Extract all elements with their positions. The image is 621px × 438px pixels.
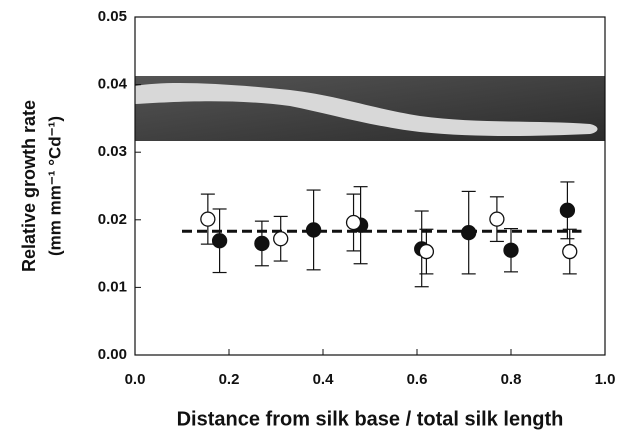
- point: [461, 224, 477, 241]
- x-tick-label: 1.0: [595, 371, 616, 388]
- x-tick-label: 0.2: [219, 371, 240, 388]
- x-axis-label: Distance from silk base / total silk len…: [177, 408, 564, 430]
- point: [562, 243, 578, 260]
- point: [418, 243, 435, 260]
- y-axis-label: Relative growth rate: [19, 100, 39, 272]
- x-tick-label: 0.0: [125, 371, 146, 388]
- y-tick-label: 0.00: [98, 346, 127, 363]
- silk-photo: [135, 76, 605, 141]
- point: [503, 242, 519, 258]
- point: [254, 235, 270, 252]
- point: [200, 211, 216, 227]
- y-tick-label: 0.03: [98, 143, 127, 160]
- y-tick-label: 0.04: [98, 76, 128, 93]
- point: [559, 202, 576, 218]
- point: [305, 222, 322, 238]
- x-tick-label: 0.4: [313, 371, 335, 388]
- plot-frame: [134, 16, 606, 356]
- point: [489, 211, 505, 227]
- point: [345, 214, 362, 231]
- y-axis-unit: (mm mm⁻¹ °Cd⁻¹): [45, 116, 64, 256]
- y-tick-label: 0.05: [98, 8, 127, 25]
- y-tick-label: 0.01: [98, 278, 127, 295]
- x-tick-label: 0.8: [501, 371, 522, 388]
- x-tick-label: 0.6: [407, 371, 428, 388]
- y-tick-label: 0.02: [98, 211, 127, 228]
- point: [273, 231, 289, 247]
- point: [211, 233, 228, 249]
